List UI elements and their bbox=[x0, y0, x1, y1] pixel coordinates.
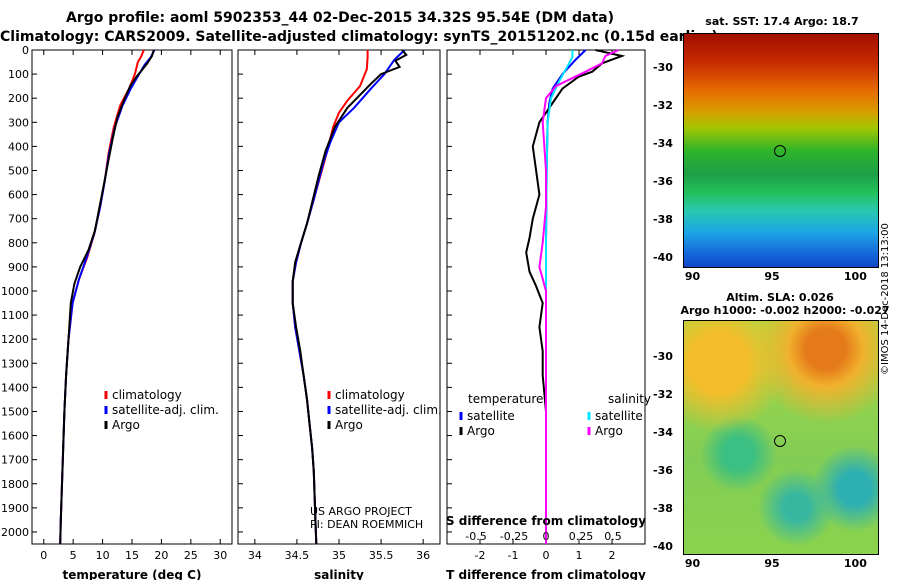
y-tick-label: 1900 bbox=[1, 502, 29, 515]
x-tick-label: 25 bbox=[184, 549, 198, 562]
legend-label: Argo bbox=[335, 418, 363, 432]
y-tick-label: 1300 bbox=[1, 357, 29, 370]
legend-label: climatology bbox=[112, 388, 182, 402]
title-line-1: Argo profile: aoml 5902353_44 02-Dec-201… bbox=[66, 10, 614, 26]
sst-map-title: sat. SST: 17.4 Argo: 18.7 bbox=[705, 15, 859, 28]
y-tick-label: 1000 bbox=[1, 285, 29, 298]
s-tick-label: 0.5 bbox=[604, 530, 622, 543]
series-line-t-argo bbox=[525, 49, 626, 544]
sst-map bbox=[683, 33, 879, 268]
legend-label: Argo bbox=[595, 424, 623, 438]
y-tick-label: 200 bbox=[8, 92, 29, 105]
s-tick-label: 0.25 bbox=[569, 530, 594, 543]
y-tick-label: 1200 bbox=[1, 333, 29, 346]
x-tick-label: 5 bbox=[70, 549, 77, 562]
y-tick-label: 2000 bbox=[1, 526, 29, 539]
legend-label: Argo bbox=[467, 424, 495, 438]
sla-map-title-line-2: Argo h1000: -0.002 h2000: -0.027 bbox=[680, 304, 890, 317]
title-line-2: Climatology: CARS2009. Satellite-adjuste… bbox=[0, 29, 718, 45]
diff-top-x-axis-label: S difference from climatology bbox=[446, 514, 646, 528]
legend-title-salinity: salinity bbox=[608, 392, 651, 406]
y-tick-label: 300 bbox=[8, 116, 29, 129]
x-tick-label: 1 bbox=[576, 549, 583, 562]
x-tick-label: -1 bbox=[508, 549, 519, 562]
s-tick-label: -0.25 bbox=[500, 530, 528, 543]
x-tick-label: 36 bbox=[416, 549, 430, 562]
s-tick-label: -0.5 bbox=[465, 530, 486, 543]
y-tick-label: 1100 bbox=[1, 309, 29, 322]
x-tick-label: 35 bbox=[332, 549, 346, 562]
legend-title-temperature: temperature bbox=[468, 392, 543, 406]
argo-location-circle bbox=[774, 145, 786, 157]
x-tick-label: 35.5 bbox=[369, 549, 394, 562]
x-tick-label: 30 bbox=[213, 549, 227, 562]
y-tick-label: 0 bbox=[22, 44, 29, 57]
x-tick-label: 34 bbox=[248, 549, 262, 562]
x-tick-label: 0 bbox=[40, 549, 47, 562]
x-tick-label: 34.5 bbox=[285, 549, 310, 562]
series-line-t-satellite bbox=[545, 49, 587, 544]
difference from climatology-x-axis-label: T difference from climatology bbox=[446, 568, 646, 580]
series-line-argo bbox=[59, 49, 155, 545]
y-tick-label: 1800 bbox=[1, 478, 29, 491]
series-line-s-argo bbox=[538, 49, 620, 544]
x-tick-label: 2 bbox=[609, 549, 616, 562]
y-tick-label: 1600 bbox=[1, 430, 29, 443]
legend-label: satellite bbox=[467, 409, 515, 423]
project-label-line-2: PI: DEAN ROEMMICH bbox=[310, 518, 423, 531]
y-tick-label: 700 bbox=[8, 213, 29, 226]
y-tick-label: 1500 bbox=[1, 405, 29, 418]
salinity-x-axis-label: salinity bbox=[314, 568, 364, 580]
temperature-x-axis-label: temperature (deg C) bbox=[63, 568, 202, 580]
y-tick-label: 900 bbox=[8, 261, 29, 274]
y-tick-label: 1400 bbox=[1, 381, 29, 394]
legend-label: satellite-adj. clim. bbox=[112, 403, 219, 417]
y-tick-label: 800 bbox=[8, 237, 29, 250]
series-line-argo bbox=[291, 49, 408, 545]
sla-map-title-line-1: Altim. SLA: 0.026 bbox=[726, 291, 834, 304]
y-tick-label: 500 bbox=[8, 164, 29, 177]
series-line-s-satellite bbox=[545, 50, 574, 544]
y-tick-label: 600 bbox=[8, 189, 29, 202]
imos-watermark: ©IMOS 14-Dec-2018 13:13:00 bbox=[880, 223, 891, 375]
legend-label: satellite-adj. clim. bbox=[335, 403, 442, 417]
y-tick-label: 100 bbox=[8, 68, 29, 81]
sla-map bbox=[683, 320, 879, 555]
x-tick-label: -2 bbox=[475, 549, 486, 562]
argo-location-circle-sla bbox=[774, 435, 786, 447]
s-tick-label: 0 bbox=[543, 530, 550, 543]
x-tick-label: 10 bbox=[96, 549, 110, 562]
legend-label: climatology bbox=[335, 388, 405, 402]
x-tick-label: 15 bbox=[125, 549, 139, 562]
y-tick-label: 1700 bbox=[1, 454, 29, 467]
x-tick-label: 0 bbox=[543, 549, 550, 562]
legend-label: satellite bbox=[595, 409, 643, 423]
project-label-line-1: US ARGO PROJECT bbox=[310, 505, 412, 518]
y-tick-label: 400 bbox=[8, 140, 29, 153]
x-tick-label: 20 bbox=[154, 549, 168, 562]
legend-label: Argo bbox=[112, 418, 140, 432]
